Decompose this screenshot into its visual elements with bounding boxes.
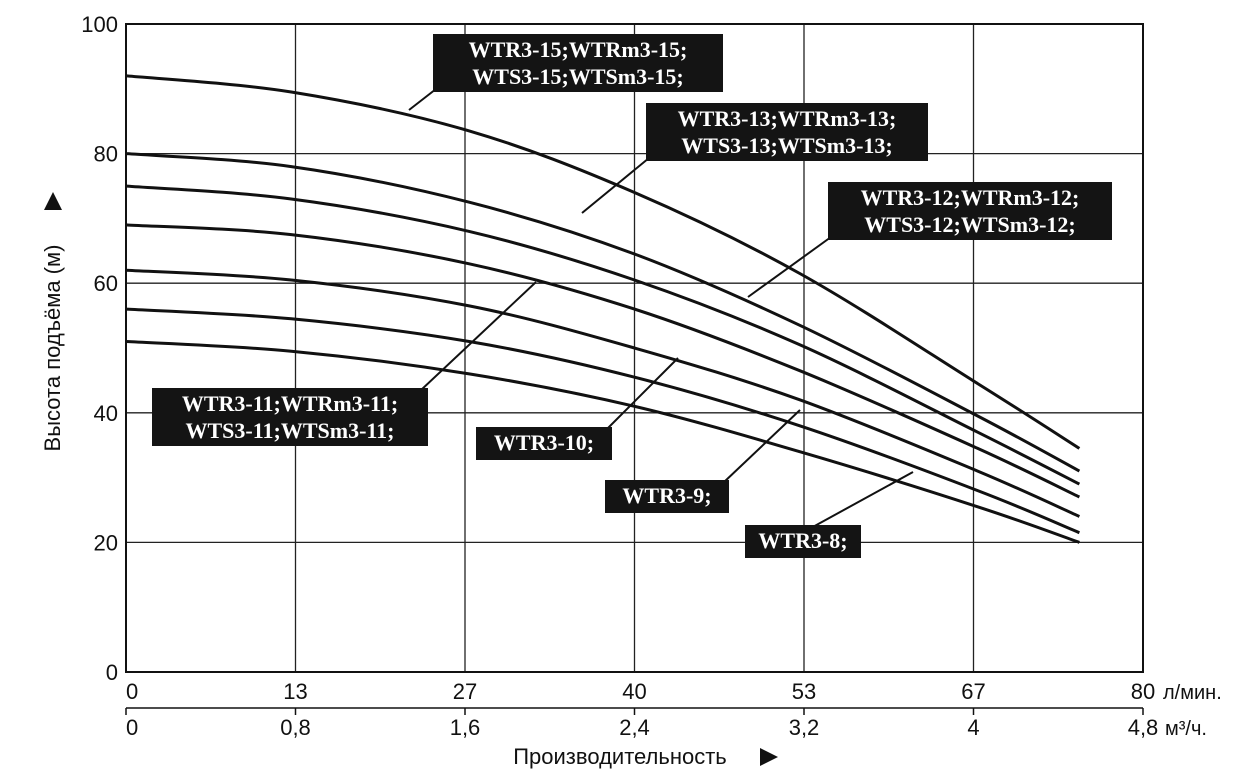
series-label-4-line-2: WTS3-11;WTSm3-11; — [185, 418, 394, 443]
series-label-box-7 — [745, 525, 861, 558]
series-label-7-line-1: WTR3-8; — [758, 528, 847, 553]
x-unit-primary: л/мин. — [1163, 682, 1222, 704]
y-axis-arrow-icon — [44, 192, 62, 210]
x-tick-label-secondary: 4 — [967, 715, 979, 740]
x-tick-label-primary: 53 — [792, 679, 816, 704]
leader-line-3 — [747, 236, 832, 298]
x-tick-label-primary: 0 — [126, 679, 138, 704]
y-tick-label: 60 — [94, 271, 118, 296]
series-line-3 — [125, 184, 1081, 486]
curves — [125, 74, 1081, 544]
leader-line-6 — [722, 409, 801, 484]
y-axis-title: Высота подъёма (м) — [40, 245, 65, 452]
x-axis-arrow-icon — [760, 748, 778, 766]
series-label-box-4 — [152, 388, 428, 446]
x-tick-label-secondary: 0,8 — [280, 715, 311, 740]
x-tick-label-primary: 27 — [453, 679, 477, 704]
leader-line-4 — [419, 281, 537, 392]
series-label-6-line-1: WTR3-9; — [622, 483, 711, 508]
series-line-7 — [125, 340, 1080, 544]
x-tick-label-primary: 67 — [961, 679, 985, 704]
series-line-5 — [125, 268, 1081, 518]
series-line-1 — [125, 74, 1081, 450]
series-label-3-line-2: WTS3-12;WTSm3-12; — [864, 212, 1075, 237]
y-tick-label: 40 — [94, 401, 118, 426]
x-tick-label-secondary: 1,6 — [450, 715, 481, 740]
x-tick-label-secondary: 0 — [126, 715, 138, 740]
series-label-box-3 — [828, 182, 1112, 240]
series-label-5-line-1: WTR3-10; — [494, 430, 594, 455]
series-label-4-line-1: WTR3-11;WTRm3-11; — [182, 391, 398, 416]
x-tick-label-secondary: 3,2 — [789, 715, 820, 740]
series-label-2-line-1: WTR3-13;WTRm3-13; — [678, 106, 897, 131]
x-unit-secondary: м³/ч. — [1165, 718, 1207, 740]
x-axis-title: Производительность — [513, 744, 727, 769]
y-tick-label: 0 — [106, 660, 118, 685]
axes: 0 20 40 60 80 100 0 13 27 40 53 67 80 л/мин. 0 0,8 1,6 2,… — [40, 12, 1222, 769]
y-tick-label: 80 — [94, 142, 118, 167]
series-line-2 — [125, 152, 1081, 473]
series-line-4 — [125, 223, 1081, 499]
series-label-3-line-1: WTR3-12;WTRm3-12; — [861, 185, 1080, 210]
series-label-box-6 — [605, 480, 729, 513]
y-tick-label: 20 — [94, 530, 118, 555]
series-label-box-1 — [433, 34, 723, 92]
x-tick-label-primary: 40 — [622, 679, 646, 704]
series-label-box-2 — [646, 103, 928, 161]
x-tick-label-primary: 13 — [283, 679, 307, 704]
series-line-6 — [125, 307, 1080, 535]
series-label-1-line-2: WTS3-15;WTSm3-15; — [472, 64, 683, 89]
series-label-box-5 — [476, 427, 612, 460]
leader-line-2 — [581, 157, 650, 214]
x-tick-label-primary: 80 — [1131, 679, 1155, 704]
leader-line-7 — [810, 471, 914, 529]
x-tick-label-secondary: 4,8 — [1128, 715, 1159, 740]
leader-line-5 — [605, 357, 679, 431]
plot-frame — [125, 23, 1144, 673]
series-label-2-line-2: WTS3-13;WTSm3-13; — [681, 133, 892, 158]
series-labels: WTR3-15;WTRm3-15;WTS3-15;WTSm3-15; WTR3-1… — [152, 34, 1112, 558]
y-tick-label: 100 — [81, 12, 118, 37]
leader-line-1 — [408, 88, 437, 111]
x-tick-label-secondary: 2,4 — [619, 715, 650, 740]
series-label-1-line-1: WTR3-15;WTRm3-15; — [469, 37, 688, 62]
